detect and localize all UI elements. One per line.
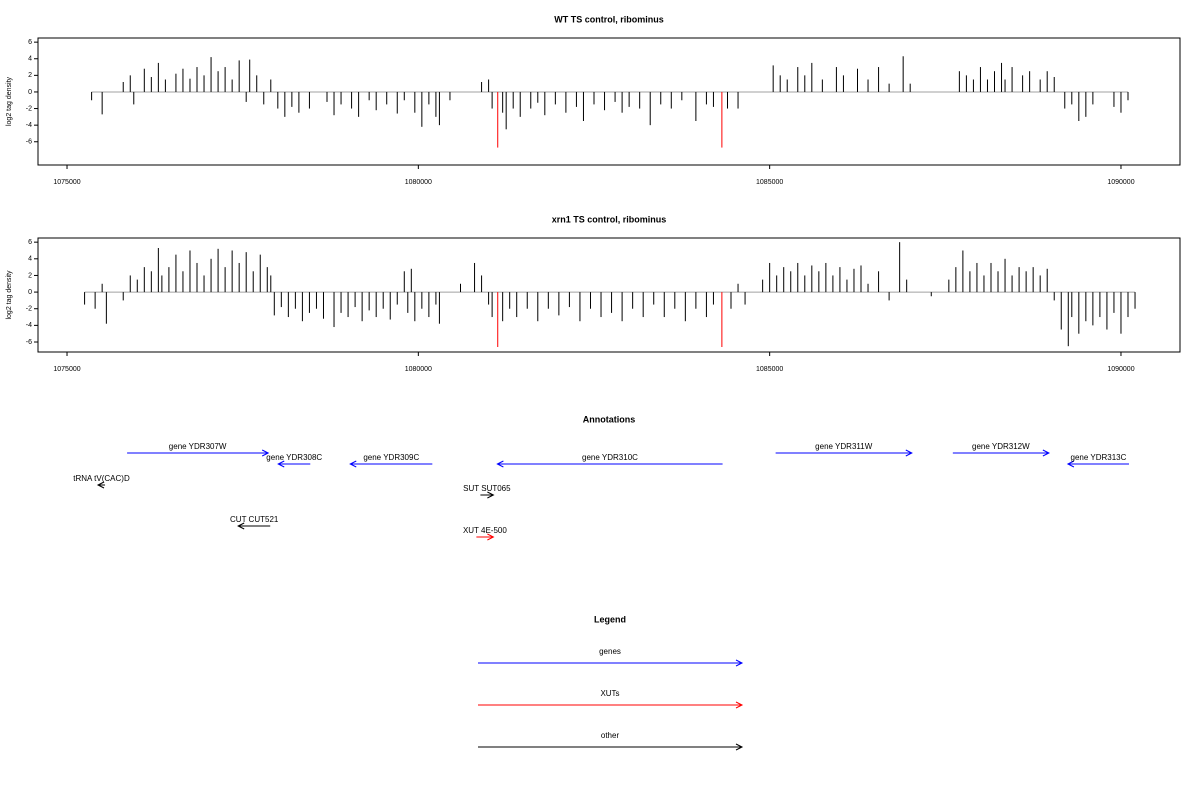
y-tick-label: 2 [28,272,32,279]
x-tick-label: 1080000 [405,366,432,373]
panel-title: Annotations [583,414,636,424]
legend-label: XUTs [600,689,619,698]
plot-box [37,237,1181,353]
y-axis-label: log2 tag density [6,270,13,320]
y-tick-label: -4 [26,122,32,129]
x-tick-label: 1075000 [53,179,80,186]
feature-label: gene YDR311W [815,442,873,451]
feature-label: gene YDR308C [266,453,322,462]
y-tick-label: 2 [28,72,32,79]
x-tick-label: 1075000 [53,366,80,373]
panel-title: WT TS control, ribominus [554,14,664,24]
y-tick-label: 4 [28,256,32,263]
legend-label: other [601,731,620,740]
feature-label: gene YDR310C [582,453,638,462]
legend-title: Legend [594,614,626,624]
feature-arrow-head [905,449,913,457]
feature-arrow-head [237,522,245,530]
y-tick-label: -6 [26,339,32,346]
x-tick-label: 1085000 [756,179,783,186]
feature-arrow-head [487,533,495,541]
y-tick-label: 0 [28,89,32,96]
y-tick-label: 6 [28,39,32,46]
feature-arrow-head [96,481,105,489]
y-tick-label: 0 [28,289,32,296]
y-tick-label: -6 [26,139,32,146]
feature-arrow-head [496,460,504,468]
x-tick-label: 1090000 [1107,366,1134,373]
x-tick-label: 1085000 [756,366,783,373]
y-axis-label: log2 tag density [6,76,13,126]
y-tick-label: 6 [28,239,32,246]
feature-label: tRNA tV(CAC)D [73,474,130,483]
y-tick-label: -4 [26,322,32,329]
legend-arrow-head [735,743,744,751]
plot-box [37,37,1181,166]
legend-arrow-head [735,659,744,667]
y-tick-label: -2 [26,306,32,313]
feature-label: gene YDR309C [363,453,419,462]
legend-label: genes [599,647,621,656]
x-tick-label: 1090000 [1107,179,1134,186]
x-tick-label: 1080000 [405,179,432,186]
legend-arrow-head [735,701,744,709]
feature-label: gene YDR312W [972,442,1030,451]
panel-title: xrn1 TS control, ribominus [552,214,667,224]
feature-label: gene YDR313C [1071,453,1127,462]
y-tick-label: 4 [28,56,32,63]
feature-arrow-head [487,491,495,499]
feature-label: gene YDR307W [169,442,227,451]
feature-arrow-head [1066,460,1075,468]
feature-arrow-head [1042,449,1051,457]
feature-label: SUT SUT065 [463,484,511,493]
y-tick-label: -2 [26,105,32,112]
feature-arrow-head [277,460,285,468]
feature-arrow-head [261,449,270,457]
feature-arrow-head [349,460,357,468]
feature-label: XUT 4E-500 [463,526,507,535]
feature-label: CUT CUT521 [230,515,279,524]
